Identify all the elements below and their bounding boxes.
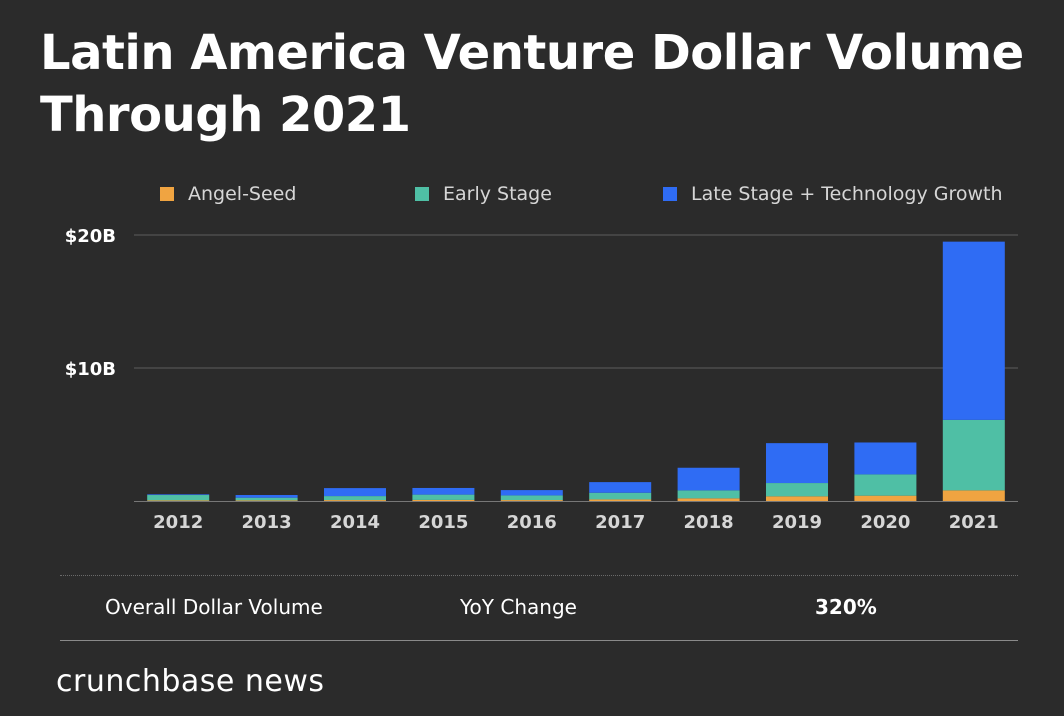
legend-swatch-late-stage (663, 187, 677, 201)
bar-angel-seed-2020 (854, 495, 917, 501)
bar-early-stage-2013 (235, 497, 298, 501)
bar-late-stage-technology-growth-2012 (147, 494, 210, 496)
title-line-1: Latin America Venture Dollar Volume (40, 25, 1024, 81)
x-tick-label: 2019 (772, 512, 822, 533)
x-tick-label: 2017 (595, 512, 645, 533)
bar-angel-seed-2016 (500, 500, 563, 501)
x-tick-label: 2013 (242, 512, 292, 533)
bar-late-stage-technology-growth-2020 (854, 442, 917, 475)
bar-angel-seed-2019 (766, 496, 828, 501)
legend-item-late-stage: Late Stage + Technology Growth (663, 180, 1003, 208)
legend-label-early-stage: Early Stage (443, 183, 552, 205)
bar-early-stage-2017 (589, 492, 652, 500)
x-tick-label: 2018 (684, 512, 734, 533)
bar-late-stage-technology-growth-2021 (942, 241, 1005, 420)
bar-late-stage-technology-growth-2015 (412, 487, 475, 495)
x-tick-label: 2016 (507, 512, 557, 533)
chart-title: Latin America Venture Dollar Volume Thro… (40, 22, 1040, 146)
x-tick-label: 2021 (949, 512, 999, 533)
bar-late-stage-technology-growth-2013 (235, 495, 298, 498)
x-tick-label: 2014 (330, 512, 380, 533)
bar-early-stage-2015 (412, 494, 475, 500)
bar-early-stage-2016 (500, 495, 563, 501)
bar-early-stage-2019 (766, 483, 828, 497)
legend-item-angel-seed: Angel-Seed (160, 180, 296, 208)
bar-angel-seed-2013 (235, 500, 298, 501)
bar-early-stage-2012 (147, 495, 210, 501)
bar-angel-seed-2017 (589, 499, 652, 501)
x-tick-label: 2015 (418, 512, 468, 533)
bar-chart: $10B $20B 2012 2013 2014 2015 2016 2017 2018 2019… (65, 226, 1018, 533)
y-tick-label: $20B (65, 226, 116, 247)
legend-swatch-angel-seed (160, 187, 174, 201)
bar-angel-seed-2015 (412, 499, 475, 501)
bar-late-stage-technology-growth-2019 (766, 443, 828, 484)
bar-angel-seed-2014 (324, 500, 386, 501)
yoy-change-value: 320% (815, 595, 877, 619)
bar-angel-seed-2018 (677, 498, 740, 501)
legend-label-angel-seed: Angel-Seed (188, 183, 297, 205)
summary-divider-top (60, 575, 1018, 576)
bar-early-stage-2021 (942, 419, 1005, 491)
summary-divider-bottom (60, 640, 1018, 641)
bar-late-stage-technology-growth-2016 (500, 490, 563, 496)
bar-early-stage-2020 (854, 474, 917, 496)
brand-logo: crunchbase news (56, 664, 325, 699)
bar-late-stage-technology-growth-2014 (324, 488, 386, 497)
bar-late-stage-technology-growth-2018 (677, 467, 740, 491)
title-line-2: Through 2021 (40, 87, 411, 143)
bar-early-stage-2018 (677, 490, 740, 499)
bar-angel-seed-2021 (942, 490, 1005, 501)
yoy-change-label: YoY Change (460, 595, 577, 619)
legend-label-late-stage: Late Stage + Technology Growth (691, 183, 1003, 205)
bar-early-stage-2014 (324, 496, 386, 501)
bar-late-stage-technology-growth-2017 (589, 482, 652, 493)
legend-swatch-early-stage (415, 187, 429, 201)
x-tick-label: 2012 (153, 512, 203, 533)
x-tick-label: 2020 (860, 512, 910, 533)
legend-item-early-stage: Early Stage (415, 180, 552, 208)
legend: Angel-Seed Early Stage Late Stage + Tech… (0, 180, 1064, 208)
summary-label: Overall Dollar Volume (105, 595, 323, 619)
bar-angel-seed-2012 (147, 500, 210, 501)
y-tick-label: $10B (65, 359, 116, 380)
